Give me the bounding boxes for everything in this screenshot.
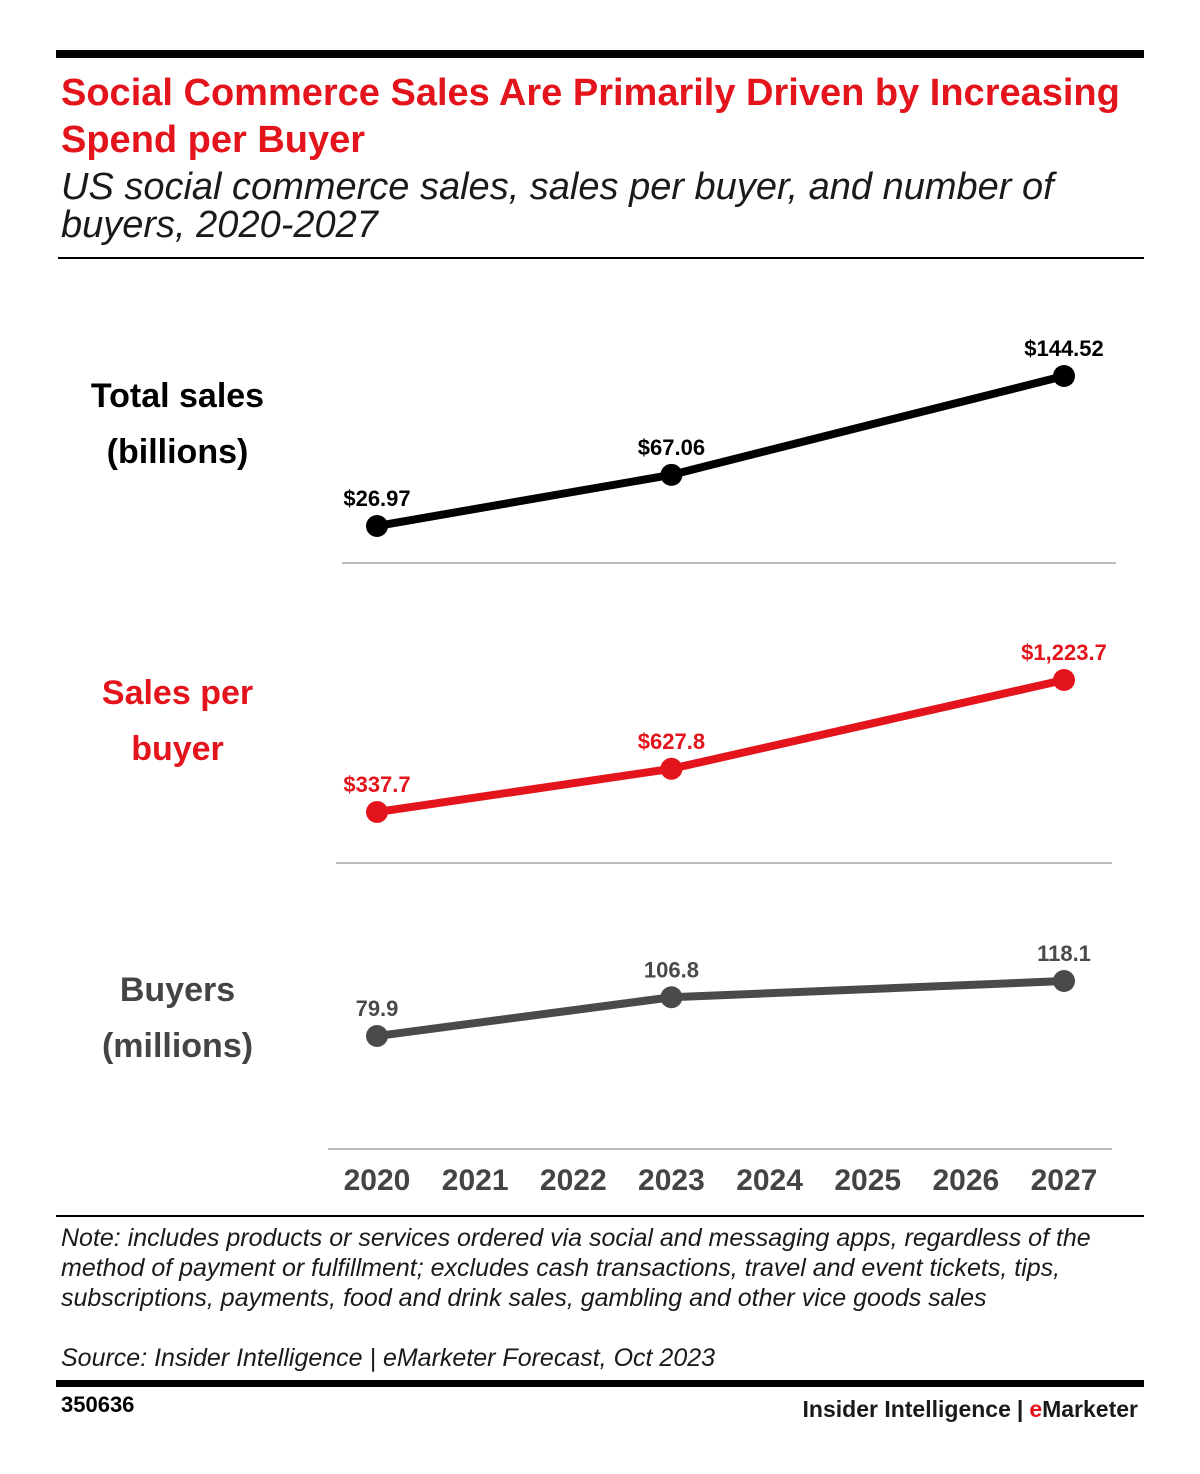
panel-label-line: Total sales <box>90 377 265 415</box>
panel-label-line: (millions) <box>101 1027 254 1065</box>
data-label: 118.1 <box>1037 941 1091 966</box>
data-point <box>1053 970 1075 992</box>
x-tick-label: 2026 <box>932 1164 999 1197</box>
data-label: $144.52 <box>1024 336 1104 361</box>
data-label: $627.8 <box>638 729 705 754</box>
data-label: 79.9 <box>356 996 399 1021</box>
data-label: 106.8 <box>644 957 699 982</box>
bottom-rule <box>56 1380 1144 1387</box>
panel-label-sales-per-buyer: Sales per buyer <box>60 665 295 777</box>
footer-divider <box>56 1215 1144 1217</box>
panel-label-line: (billions) <box>106 433 249 471</box>
chart-note: Note: includes products or services orde… <box>61 1224 1091 1312</box>
data-point <box>366 515 388 537</box>
data-point <box>660 757 683 780</box>
panel-label-line: Sales per <box>101 674 254 712</box>
panel-label-buyers: Buyers (millions) <box>60 962 295 1074</box>
panel-label-line: buyer <box>131 730 224 768</box>
data-point <box>660 986 683 1009</box>
panel-label-line: Buyers <box>119 971 236 1009</box>
x-tick-label: 2025 <box>834 1164 901 1197</box>
chart-id: 350636 <box>61 1392 135 1417</box>
data-label: $67.06 <box>638 435 705 460</box>
x-tick-label: 2024 <box>736 1164 803 1197</box>
panel-label-total-sales: Total sales (billions) <box>60 368 295 480</box>
x-tick-label: 2023 <box>638 1164 705 1197</box>
data-label: $337.7 <box>343 772 410 797</box>
brand-emarketer-e: e <box>1029 1396 1043 1422</box>
data-point <box>660 463 683 486</box>
x-tick-label: 2021 <box>442 1164 509 1197</box>
brand-logo: Insider Intelligence | eMarketer <box>803 1396 1138 1423</box>
data-label: $26.97 <box>343 486 410 511</box>
series-line-sales-per-buyer <box>373 676 1068 816</box>
x-tick-label: 2022 <box>540 1164 607 1197</box>
series-line-buyers <box>373 977 1068 1040</box>
data-point <box>1053 365 1075 387</box>
data-point <box>366 801 388 823</box>
data-label: $1,223.7 <box>1021 640 1107 665</box>
top-rule <box>56 50 1144 58</box>
x-tick-label: 2027 <box>1031 1164 1098 1197</box>
chart-subtitle: US social commerce sales, sales per buye… <box>61 166 1054 246</box>
chart-source: Source: Insider Intelligence | eMarketer… <box>61 1344 716 1372</box>
chart-title: Social Commerce Sales Are Primarily Driv… <box>61 72 1120 161</box>
data-point <box>366 1025 388 1047</box>
header-divider <box>58 257 1144 259</box>
data-point <box>1053 669 1075 691</box>
x-tick-label: 2020 <box>344 1164 411 1197</box>
brand-separator: | <box>1016 1396 1024 1422</box>
brand-emarketer: Marketer <box>1042 1396 1138 1422</box>
series-line-total-sales <box>373 372 1068 530</box>
brand-insider-intelligence: Insider Intelligence <box>802 1396 1011 1422</box>
